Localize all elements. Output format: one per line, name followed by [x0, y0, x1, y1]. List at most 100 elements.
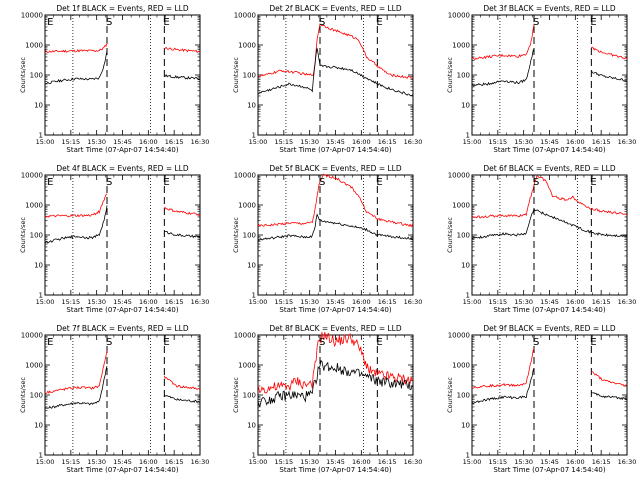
- x-tick-label: 15:45: [540, 138, 559, 146]
- y-tick-label: 10000: [448, 12, 470, 20]
- y-tick-label: 10: [34, 102, 43, 110]
- event-marker-label: E: [376, 17, 382, 28]
- y-tick-label: 1: [39, 132, 43, 140]
- y-tick-label: 10000: [234, 172, 256, 180]
- x-tick-label: 15:45: [540, 298, 559, 306]
- y-axis-label: Counts/sec: [19, 57, 27, 93]
- y-tick-label: 10000: [448, 172, 470, 180]
- x-tick-label: 16:00: [139, 298, 158, 306]
- x-tick-label: 15:30: [514, 458, 533, 466]
- x-tick-label: 15:30: [87, 138, 106, 146]
- series-line-lld: [471, 24, 628, 61]
- y-tick-label: 10: [461, 262, 470, 270]
- x-tick-label: 16:30: [618, 458, 637, 466]
- panel-det-9: Det 9f BLACK = Events, RED = LLD 1 10 100 10…: [446, 324, 636, 474]
- series-line-events: [471, 48, 628, 87]
- series-line-events: [257, 360, 414, 408]
- event-marker-label: E: [590, 17, 596, 28]
- y-tick-label: 10000: [21, 172, 43, 180]
- event-marker-label: E: [590, 177, 596, 188]
- y-tick-label: 1: [466, 132, 470, 140]
- x-tick-label: 16:15: [592, 298, 611, 306]
- x-tick-label: 15:00: [36, 458, 55, 466]
- event-marker-label: S: [319, 337, 325, 348]
- x-axis-label: Start Time (07-Apr-07 14:54:40): [493, 146, 605, 154]
- x-axis-label: Start Time (07-Apr-07 14:54:40): [279, 306, 391, 314]
- x-tick-label: 15:15: [61, 138, 80, 146]
- x-tick-label: 16:00: [139, 138, 158, 146]
- x-tick-label: 15:15: [274, 298, 293, 306]
- y-tick-label: 100: [457, 392, 470, 400]
- x-tick-label: 15:30: [514, 298, 533, 306]
- x-tick-label: 15:15: [274, 458, 293, 466]
- series-line-lld: [471, 347, 627, 389]
- x-tick-label: 16:00: [566, 138, 585, 146]
- event-marker-label: E: [163, 17, 169, 28]
- y-tick-label: 10000: [21, 332, 43, 340]
- panel-title: Det 2f BLACK = Events, RED = LLD: [269, 4, 402, 13]
- y-tick-label: 1000: [452, 362, 470, 370]
- x-tick-label: 16:30: [404, 458, 423, 466]
- plot-frame: [257, 334, 414, 456]
- x-tick-label: 15:00: [36, 298, 55, 306]
- y-tick-label: 100: [243, 232, 256, 240]
- y-tick-label: 100: [30, 72, 43, 80]
- y-tick-label: 10: [247, 422, 256, 430]
- series-line-events: [257, 48, 414, 96]
- x-tick-label: 16:30: [191, 458, 210, 466]
- x-axis-label: Start Time (07-Apr-07 14:54:40): [66, 466, 178, 474]
- series-line-events: [44, 205, 201, 244]
- y-tick-label: 1000: [238, 42, 256, 50]
- x-tick-label: 15:30: [87, 458, 106, 466]
- y-axis-label: Counts/sec: [232, 217, 240, 253]
- event-marker-label: E: [47, 337, 53, 348]
- series-line-events: [471, 207, 628, 240]
- panel-det-5: Det 5f BLACK = Events, RED = LLD 1 10 100 10…: [232, 164, 422, 314]
- y-tick-label: 10: [34, 262, 43, 270]
- y-tick-label: 10000: [234, 332, 256, 340]
- x-tick-label: 15:15: [274, 138, 293, 146]
- x-axis-label: Start Time (07-Apr-07 14:54:40): [279, 146, 391, 154]
- x-tick-label: 16:30: [404, 298, 423, 306]
- series-line-lld: [44, 43, 201, 53]
- event-marker-label: S: [533, 177, 539, 188]
- x-tick-label: 16:15: [165, 138, 184, 146]
- plot-frame: [257, 174, 414, 296]
- event-marker-label: S: [319, 17, 325, 28]
- x-tick-label: 16:00: [566, 298, 585, 306]
- plot-frame: [44, 14, 201, 136]
- y-tick-label: 1000: [25, 42, 43, 50]
- y-tick-label: 10000: [448, 332, 470, 340]
- x-tick-label: 15:00: [249, 138, 268, 146]
- x-tick-label: 15:30: [300, 298, 319, 306]
- x-tick-label: 16:30: [191, 138, 210, 146]
- y-tick-label: 1: [466, 452, 470, 460]
- event-marker-label: S: [319, 177, 325, 188]
- y-tick-label: 1: [252, 292, 256, 300]
- y-axis-label: Counts/sec: [446, 377, 454, 413]
- series-line-lld: [257, 331, 414, 394]
- panel-title: Det 7f BLACK = Events, RED = LLD: [56, 324, 189, 333]
- y-tick-label: 100: [30, 392, 43, 400]
- x-tick-label: 16:15: [378, 298, 397, 306]
- event-marker-label: S: [533, 17, 539, 28]
- series-line-events: [44, 365, 201, 409]
- x-tick-label: 16:00: [352, 298, 371, 306]
- panel-title: Det 1f BLACK = Events, RED = LLD: [56, 4, 189, 13]
- x-tick-label: 15:15: [488, 138, 507, 146]
- x-tick-label: 15:30: [514, 138, 533, 146]
- panel-title: Det 3f BLACK = Events, RED = LLD: [483, 4, 616, 13]
- panel-title: Det 5f BLACK = Events, RED = LLD: [269, 164, 402, 173]
- y-tick-label: 1: [39, 292, 43, 300]
- x-axis-label: Start Time (07-Apr-07 14:54:40): [66, 306, 178, 314]
- y-tick-label: 100: [243, 392, 256, 400]
- x-tick-label: 15:45: [326, 138, 345, 146]
- x-tick-label: 15:15: [61, 458, 80, 466]
- x-tick-label: 15:30: [87, 298, 106, 306]
- y-tick-label: 10: [247, 262, 256, 270]
- y-tick-label: 1000: [238, 202, 256, 210]
- y-axis-label: Counts/sec: [232, 377, 240, 413]
- series-line-events: [257, 213, 414, 241]
- panel-det-8: Det 8f BLACK = Events, RED = LLD 1 10 100 10…: [232, 324, 422, 474]
- x-tick-label: 16:15: [378, 138, 397, 146]
